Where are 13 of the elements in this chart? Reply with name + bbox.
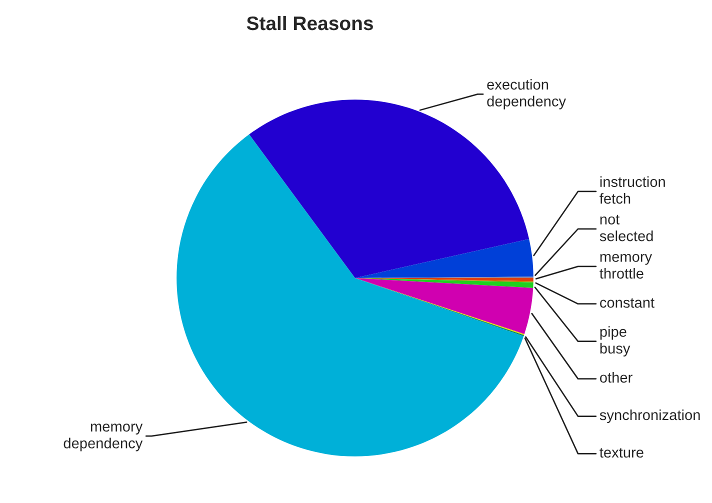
slice-label: other xyxy=(600,372,632,383)
chart-title: Stall Reasons xyxy=(246,16,373,30)
slice-label: not selected xyxy=(600,214,653,242)
slice-label: memory dependency xyxy=(64,424,143,452)
slice-label: synchronization xyxy=(600,409,700,424)
slice-label: instruction fetch xyxy=(600,176,665,204)
slice-label: constant xyxy=(600,298,654,308)
slice-label: texture xyxy=(600,448,644,458)
pie-slice xyxy=(355,238,534,278)
pie-slice xyxy=(176,134,524,456)
slice-label: pipe busy xyxy=(600,326,630,357)
slice-label: memory throttle xyxy=(600,254,652,279)
slice-label: execution dependency xyxy=(487,78,566,110)
